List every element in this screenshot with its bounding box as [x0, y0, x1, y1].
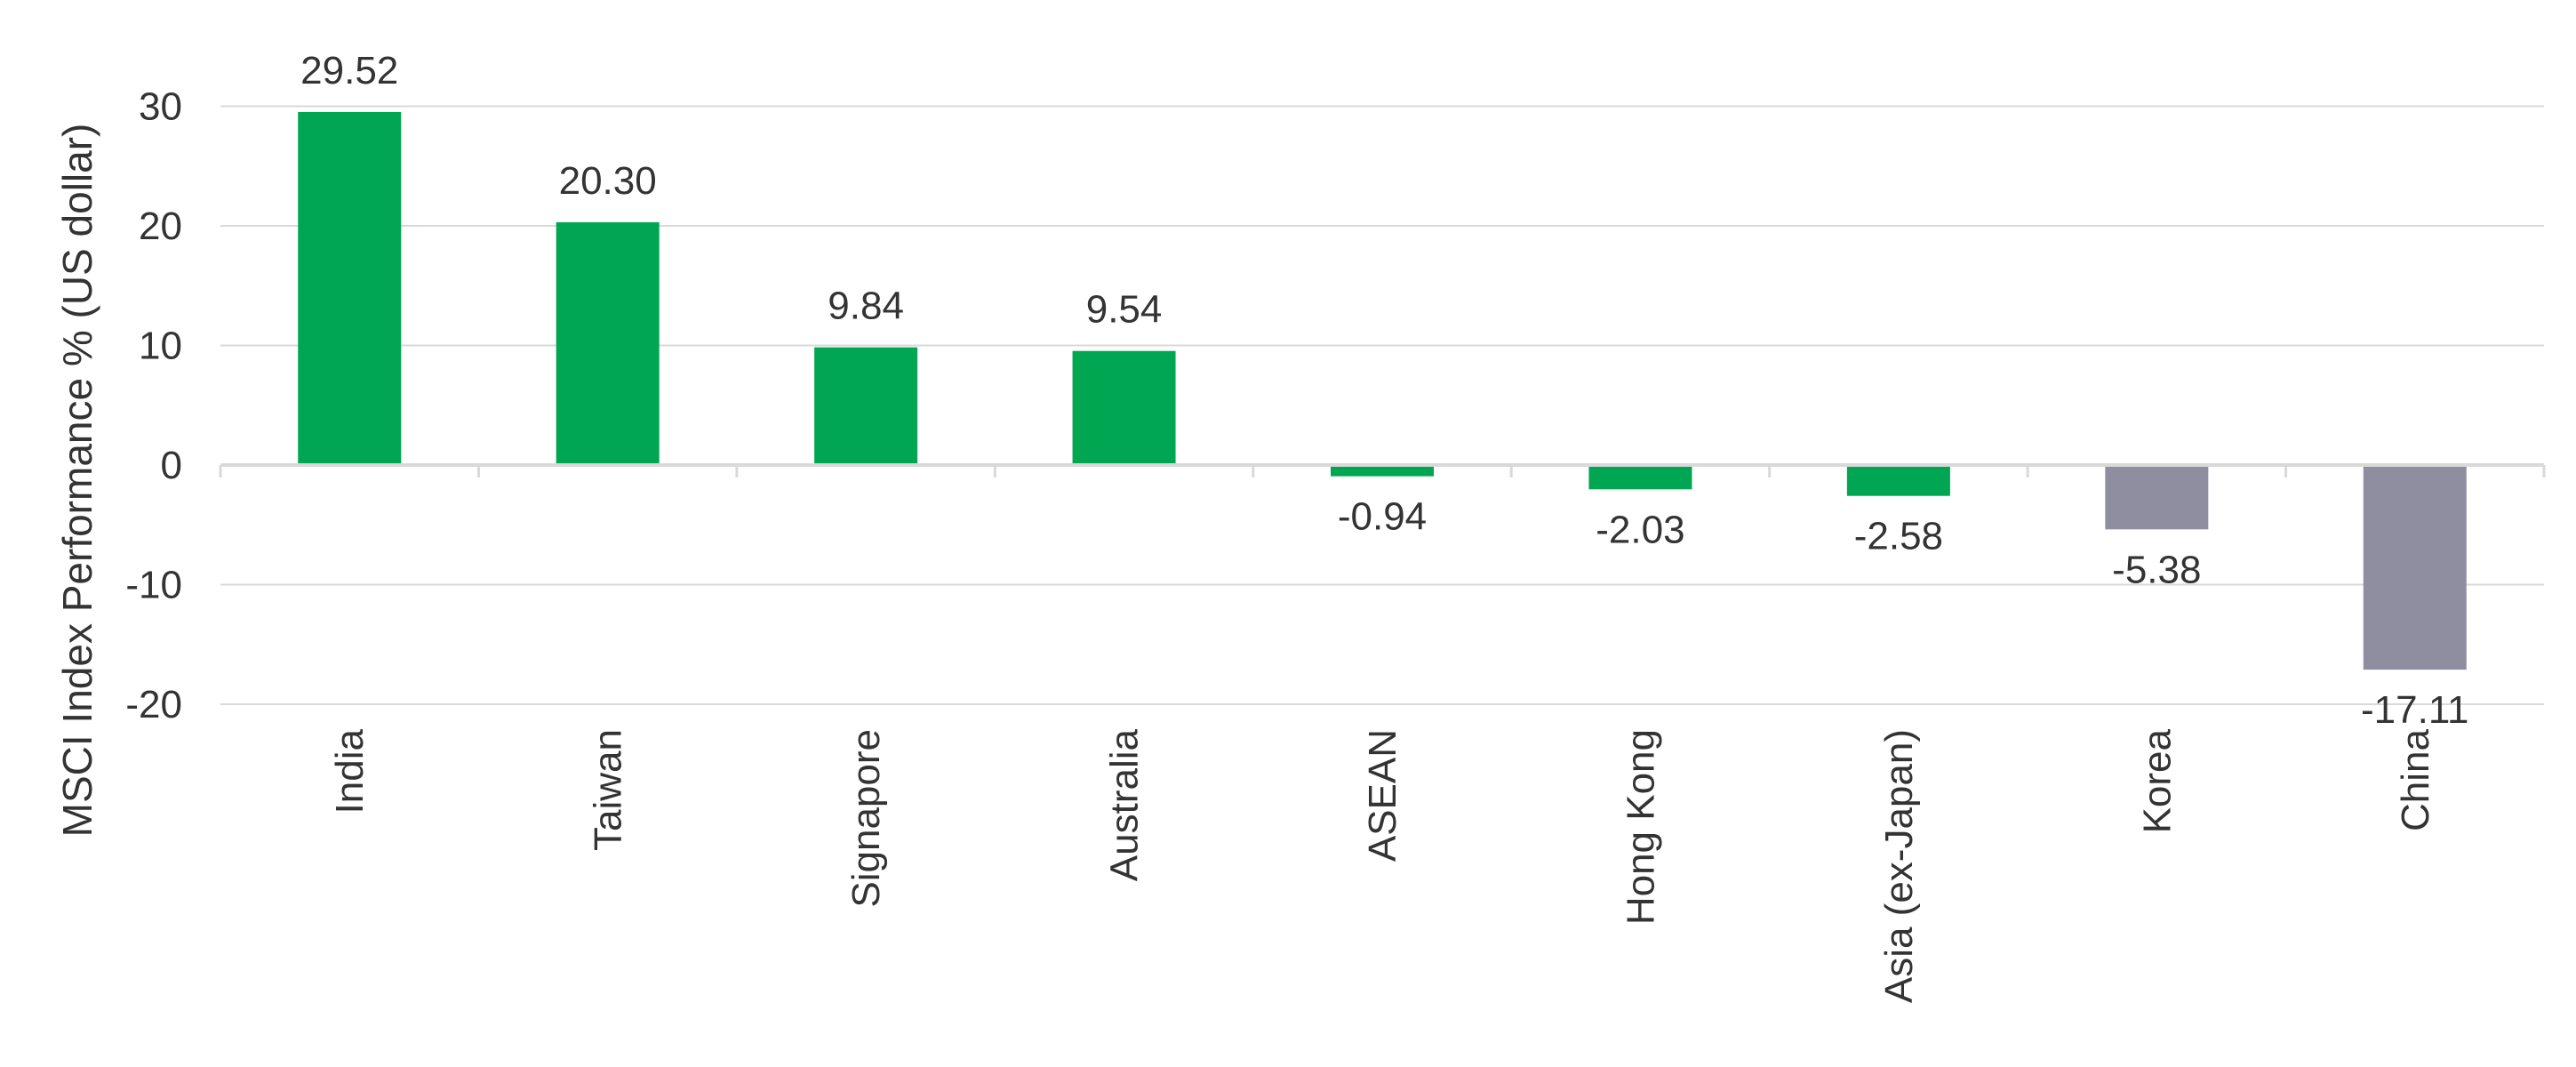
y-tick-label: -20	[125, 683, 182, 726]
x-tick-label: Asia (ex-Japan)	[1877, 729, 1921, 1003]
x-tick-label: China	[2394, 728, 2437, 830]
x-axis	[219, 463, 2546, 477]
y-tick-label: 10	[139, 325, 182, 368]
x-tick-label: Signapore	[844, 729, 888, 908]
data-label: 9.54	[1086, 288, 1163, 332]
bars	[298, 111, 2467, 670]
x-tick-label: Hong Kong	[1619, 729, 1662, 925]
y-axis-title: MSCI Index Performance % (US dollar)	[54, 124, 100, 838]
x-tick-label: ASEAN	[1361, 729, 1404, 862]
data-label: 20.30	[559, 159, 657, 203]
bar-hong-kong	[1588, 465, 1692, 490]
data-label: 29.52	[300, 49, 398, 92]
bar-asia-ex-japan	[1846, 465, 1950, 496]
y-tick-labels: 30 20 10 0 -10 -20	[125, 85, 182, 727]
x-tick-label: India	[328, 728, 372, 814]
bar-taiwan	[556, 221, 660, 465]
data-label: -5.38	[2112, 548, 2201, 591]
bar-australia	[1072, 350, 1176, 465]
x-tick-label: Australia	[1103, 728, 1147, 881]
x-tick-label: Taiwan	[587, 729, 630, 851]
data-label: 9.84	[828, 285, 904, 328]
y-tick-label: 30	[139, 85, 182, 129]
x-tick-label: Korea	[2135, 728, 2179, 833]
y-tick-label: 20	[139, 205, 182, 248]
data-label: -2.58	[1854, 515, 1943, 558]
data-label: -17.11	[2361, 688, 2469, 732]
data-label: -2.03	[1596, 508, 1684, 551]
y-tick-label: -10	[125, 564, 182, 607]
data-label: -0.94	[1338, 495, 1427, 539]
bar-signapore	[814, 347, 918, 465]
bar-asean	[1331, 465, 1434, 477]
x-tick-labels: India Taiwan Signapore Australia ASEAN Hong K…	[328, 728, 2437, 1003]
bar-korea	[2105, 465, 2209, 530]
data-labels: 29.52 20.30 9.84 9.54 -0.94 -2.03 -2.58 -5.38 -1…	[300, 49, 2468, 732]
y-tick-label: 0	[161, 444, 182, 487]
bar-china	[2363, 465, 2467, 670]
bar-india	[298, 111, 402, 466]
